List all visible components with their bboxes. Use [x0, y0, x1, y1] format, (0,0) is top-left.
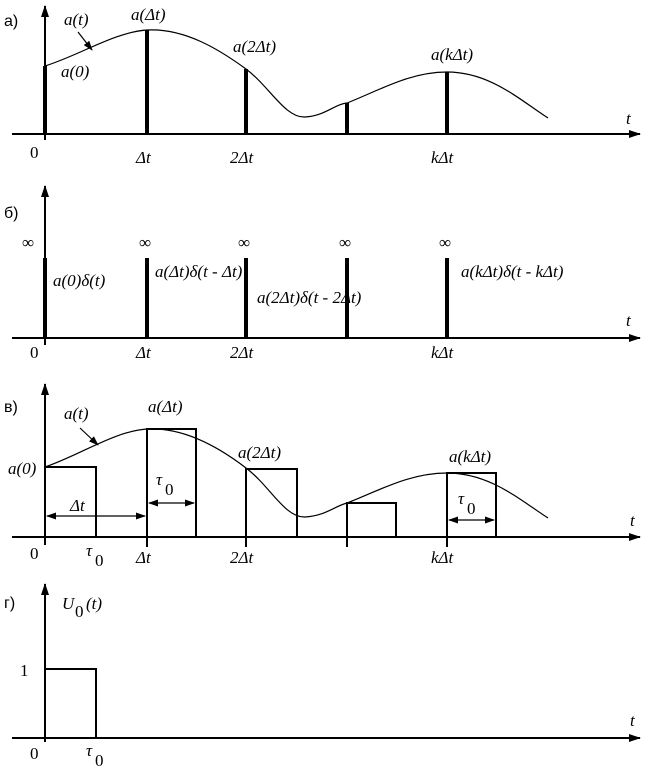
panel-c: в) t Δt τ 0 τ 0 a(t) a(0) a(Δt) a(2Δt) a…	[4, 383, 641, 570]
panel-b-label-2: a(2Δt)δ(t - 2Δt)	[257, 288, 362, 307]
panel-d-width: τ	[86, 741, 93, 760]
panel-c-pulse-0	[44, 466, 97, 538]
panel-c-tick-0: 0	[30, 544, 39, 563]
panel-a-signal-curve	[44, 29, 549, 119]
panel-b-t-label: t	[626, 311, 632, 330]
panel-d-origin: 0	[30, 744, 39, 763]
panel-c-width-sub-k: 0	[467, 499, 476, 518]
panel-a-t-label: t	[626, 109, 632, 128]
panel-b-letter: б)	[4, 205, 19, 222]
panel-d-func-name: U	[62, 594, 76, 613]
panel-c-label-a2: a(2Δt)	[238, 443, 281, 462]
panel-c-pulse-1	[146, 428, 197, 538]
panel-c-tick-tau-sub: 0	[95, 551, 104, 570]
panel-b-tick-kdt: kΔt	[431, 343, 455, 362]
panel-c-pulse-2	[245, 468, 298, 538]
panel-c-width-label-k: τ	[458, 489, 465, 508]
panel-c-pulse-k	[446, 472, 497, 538]
panel-d-unit-pulse	[45, 668, 97, 738]
panel-c-tick-tau: τ	[86, 541, 93, 560]
panel-a-label-a2: a(2Δt)	[233, 37, 276, 56]
panel-c-letter: в)	[4, 399, 18, 416]
panel-a-tick-dt: Δt	[135, 148, 152, 167]
panel-b-label-k: a(kΔt)δ(t - kΔt)	[461, 262, 564, 281]
panel-c-width-label-1: τ	[156, 470, 163, 489]
panel-d-width-sub: 0	[95, 751, 104, 770]
panel-b-inf-0: ∞	[22, 233, 34, 252]
panel-a-label-a1: a(Δt)	[131, 5, 166, 24]
panel-c-tick-kdt: kΔt	[431, 548, 455, 567]
panel-b-tick-dt: Δt	[135, 343, 152, 362]
panel-b-inf-2: ∞	[238, 233, 250, 252]
panel-a-curve-pointer	[77, 31, 93, 51]
panel-d-func-sub: 0	[75, 602, 84, 621]
panel-a-tick-kdt: kΔt	[431, 148, 455, 167]
panel-c-label-ak: a(kΔt)	[449, 447, 491, 466]
panel-c-curve-pointer	[79, 427, 99, 446]
panel-c-label-a1: a(Δt)	[148, 397, 183, 416]
panel-b-label-0: a(0)δ(t)	[53, 271, 106, 290]
panel-b-label-1: a(Δt)δ(t - Δt)	[155, 262, 243, 281]
panel-c-interval-label: Δt	[69, 496, 86, 515]
panel-c-pulse-3	[346, 502, 397, 538]
panel-c-width-sub-1: 0	[165, 480, 174, 499]
panel-d: г) t U 0 (t) 1 0 τ 0	[4, 583, 641, 770]
panel-b-inf-1: ∞	[139, 233, 151, 252]
panel-a-letter: а)	[4, 13, 18, 30]
panel-d-letter: г)	[4, 595, 15, 612]
panel-d-t-label: t	[630, 711, 636, 730]
panel-c-t-label: t	[630, 511, 636, 530]
panel-b: б) t ∞ ∞ ∞ ∞ ∞ a(0)δ(t) a(Δt)δ(t - Δt) a…	[4, 185, 641, 362]
panel-a-tick-0: 0	[30, 143, 39, 162]
panel-a-label-a0: a(0)	[61, 62, 90, 81]
panel-a-tick-2dt: 2Δt	[230, 148, 254, 167]
panel-b-inf-3: ∞	[339, 233, 351, 252]
panel-c-tick-dt: Δt	[135, 548, 152, 567]
panel-d-func-arg: (t)	[86, 594, 102, 613]
panel-d-level: 1	[20, 661, 29, 680]
panel-c-curve-label: a(t)	[64, 404, 89, 423]
panel-a: а) t a(t) a(0) a(Δt) a(2Δt) a(kΔt) 0 Δt …	[4, 5, 641, 167]
panel-b-tick-2dt: 2Δt	[230, 343, 254, 362]
panel-c-tick-2dt: 2Δt	[230, 548, 254, 567]
panel-a-label-ak: a(kΔt)	[431, 45, 473, 64]
panel-c-label-a0: a(0)	[8, 459, 37, 478]
panel-b-inf-k: ∞	[439, 233, 451, 252]
panel-b-tick-0: 0	[30, 343, 39, 362]
panel-a-curve-label: a(t)	[64, 10, 89, 29]
